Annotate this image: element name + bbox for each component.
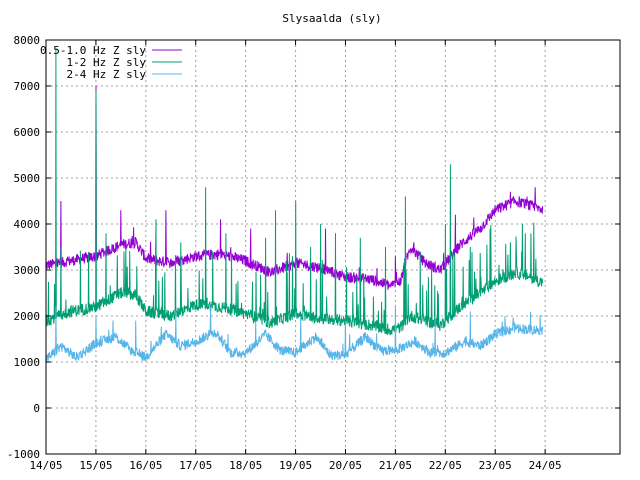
x-tick-label: 19/05 xyxy=(279,459,312,472)
plot-frame xyxy=(45,39,621,455)
x-tick-label: 24/05 xyxy=(529,459,562,472)
y-tick-label: 5000 xyxy=(14,172,41,185)
series-line-1 xyxy=(45,85,544,290)
x-tick-label: 21/05 xyxy=(379,459,412,472)
series-line-2 xyxy=(45,49,544,336)
y-tick-label: -1000 xyxy=(7,448,40,461)
legend-label: 2-4 Hz Z sly xyxy=(67,68,147,81)
series-layer xyxy=(45,49,544,364)
y-tick-label: 7000 xyxy=(14,80,41,93)
y-tick-label: 0 xyxy=(33,402,40,415)
y-tick-label: 1000 xyxy=(14,356,41,369)
legend-label: 0.5-1.0 Hz Z sly xyxy=(40,44,146,57)
x-tick-label: 15/05 xyxy=(79,459,112,472)
axes: -1000 0 1000 2000 3000 4000 5000 6000 7000 8000 14… xyxy=(7,34,621,472)
y-tick-label: 2000 xyxy=(14,310,41,323)
y-tick-label: 3000 xyxy=(14,264,41,277)
y-tick-label: 4000 xyxy=(14,218,41,231)
x-tick-label: 16/05 xyxy=(129,459,162,472)
series-line-3 xyxy=(45,306,544,364)
legend-label: 1-2 Hz Z sly xyxy=(67,56,147,69)
x-tick-label: 22/05 xyxy=(429,459,462,472)
x-tick-label: 14/05 xyxy=(29,459,62,472)
x-tick-label: 23/05 xyxy=(479,459,512,472)
y-tick-label: 6000 xyxy=(14,126,41,139)
x-tick-label: 17/05 xyxy=(179,459,212,472)
x-tick-label: 18/05 xyxy=(229,459,262,472)
x-tick-label: 20/05 xyxy=(329,459,362,472)
chart-title: Slysaalda (sly) xyxy=(282,12,381,25)
y-tick-label: 8000 xyxy=(14,34,41,47)
